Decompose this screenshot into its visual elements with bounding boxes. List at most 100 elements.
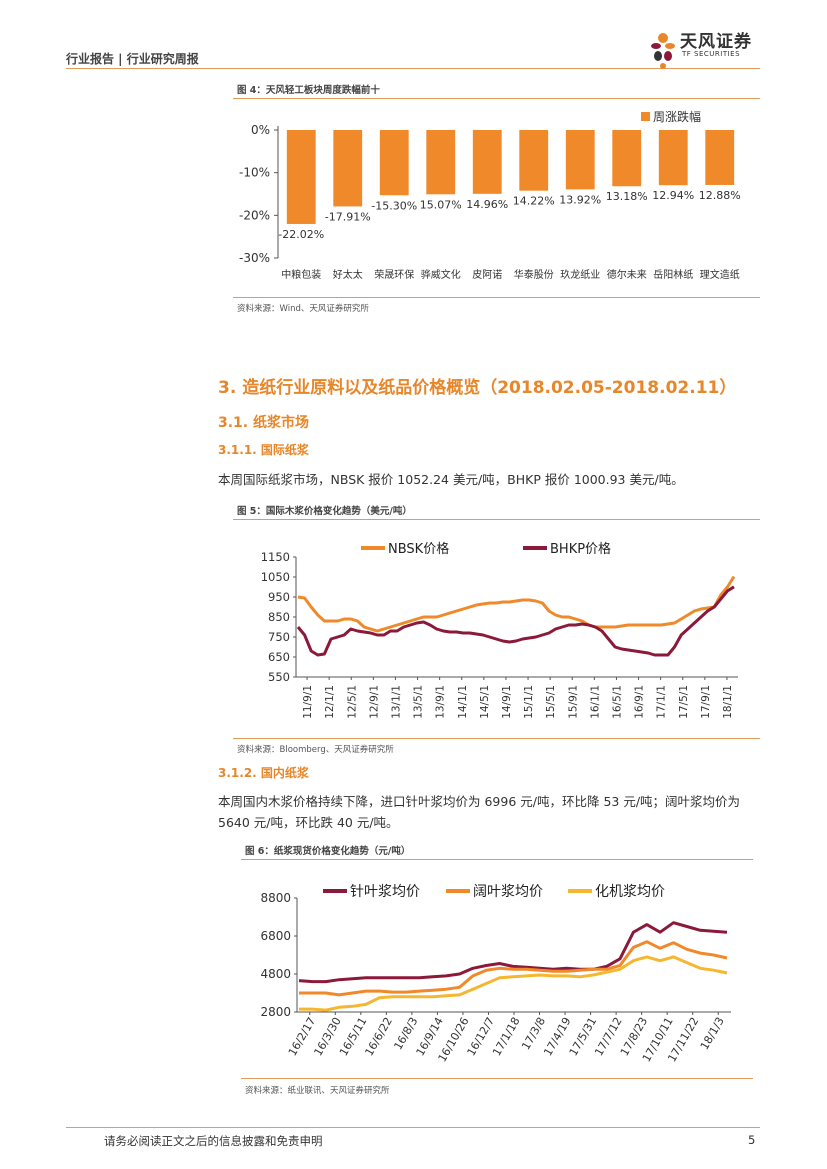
fig4-bottom-rule (233, 297, 760, 298)
fig4-bar-chart: 0% -10% -20% -30% -22.02% 中粮包装 -17.91% 好太太 -15.3… (239, 109, 741, 281)
paragraph-domestic-pulp: 本周国内木浆价格持续下降，进口针叶浆均价为 6996 元/吨，环比降 53 元/… (218, 794, 741, 830)
bar (612, 130, 642, 187)
legend-label: 针叶浆均价 (350, 884, 420, 900)
category-label: 骅威文化 (421, 268, 461, 281)
legend-label: BHKP价格 (550, 541, 611, 557)
fig6-top-rule (241, 859, 753, 860)
x-tick-label: 15/5/1 (545, 685, 557, 719)
x-tick-label: 14/9/1 (501, 685, 513, 719)
y-tick-label: 6800 (260, 929, 291, 943)
y-tick-label: -30% (239, 251, 270, 265)
bar (426, 130, 456, 195)
x-tick-label: 16/1/1 (589, 685, 601, 719)
legend-label: 化机浆均价 (595, 884, 665, 900)
section-3-1-title: 3.1. 纸浆市场 (218, 415, 309, 431)
logo-flower-icon (651, 33, 675, 69)
legend-swatch (641, 112, 650, 121)
x-tick-label: 13/9/1 (435, 685, 447, 719)
x-tick-label: 16/5/1 (611, 685, 623, 719)
fig4-top-rule (233, 98, 760, 99)
x-tick-label: 18/1/1 (722, 685, 734, 719)
y-tick-label: 650 (268, 650, 290, 664)
bar (565, 130, 595, 190)
tf-logo (651, 33, 675, 69)
series-line (299, 955, 728, 1012)
series-line (298, 921, 728, 984)
bar (705, 130, 735, 185)
y-tick-label: 750 (268, 630, 290, 644)
category-label: 德尔未来 (607, 268, 647, 281)
fig4-caption: 图 4：天风轻工板块周度跌幅前十 (237, 85, 380, 96)
y-tick-label: 4800 (260, 967, 291, 981)
x-tick-label: 17/1/1 (656, 685, 668, 719)
paragraph-intl-pulp: 本周国际纸浆市场，NBSK 报价 1052.24 美元/吨，BHKP 报价 10… (218, 472, 684, 487)
x-tick-label: 18/1/3 (698, 1015, 727, 1052)
bar-value-label: -15.30% (371, 199, 417, 212)
y-tick-label: 2800 (260, 1005, 291, 1019)
logo-text-en: TF SECURITIES (682, 50, 741, 58)
fig5-line-chart: 1150 1050 950 850 750 650 550 11/9/1 12/1/1 12/5/… (261, 541, 738, 719)
x-tick-label: 15/1/1 (523, 685, 535, 719)
bar (519, 130, 549, 191)
x-tick-label: 11/9/1 (302, 685, 314, 719)
category-label: 中粮包装 (281, 268, 321, 281)
bar (472, 130, 502, 194)
header-divider (66, 68, 760, 69)
bar-value-label: -17.91% (325, 210, 371, 223)
series-line (299, 940, 728, 997)
fig5-top-rule (233, 519, 760, 520)
category-label: 岳阳林纸 (653, 268, 693, 281)
section-3-1-2-title: 3.1.2. 国内纸浆 (218, 766, 309, 780)
fig6-caption: 图 6：纸浆现货价格变化趋势（元/吨） (245, 846, 411, 857)
page-number: 5 (748, 1133, 756, 1147)
category-label: 皮阿诺 (472, 268, 502, 281)
fig5-source: 资料来源：Bloomberg、天风证券研究所 (237, 745, 394, 755)
bar (379, 130, 409, 196)
x-tick-label: 14/1/1 (457, 685, 469, 719)
category-label: 玖龙纸业 (560, 268, 600, 281)
legend-label: 周涨跌幅 (653, 109, 701, 124)
bar (658, 130, 688, 186)
footer-divider (66, 1127, 760, 1128)
fig6-source: 资料来源：纸业联讯、天风证券研究所 (245, 1086, 390, 1096)
bar-value-label: 12.94% (652, 189, 694, 202)
fig5-caption: 图 5：国际木浆价格变化趋势（美元/吨） (237, 506, 412, 517)
y-tick-label: 850 (268, 610, 290, 624)
category-label: 理文造纸 (700, 268, 740, 281)
bar-value-label: 15.07% (420, 198, 462, 211)
bar (333, 130, 363, 207)
y-tick-label: 0% (251, 123, 270, 137)
x-tick-label: 13/5/1 (413, 685, 425, 719)
footer-disclaimer: 请务必阅读正文之后的信息披露和免责申明 (104, 1134, 323, 1148)
series-line (296, 585, 735, 657)
fig4-source: 资料来源：Wind、天风证券研究所 (237, 304, 369, 314)
y-tick-label: 950 (268, 590, 290, 604)
y-tick-label: -10% (239, 166, 270, 180)
x-tick-label: 14/5/1 (479, 685, 491, 719)
fig5-bottom-rule (233, 738, 760, 739)
x-tick-label: 12/5/1 (346, 685, 358, 719)
x-tick-label: 17/9/1 (700, 685, 712, 719)
x-tick-label: 17/5/1 (678, 685, 690, 719)
category-label: 荣晟环保 (374, 268, 414, 281)
logo-text-cn: 天风证券 (680, 32, 752, 52)
x-tick-label: 12/9/1 (368, 685, 380, 719)
y-tick-label: 1150 (261, 550, 290, 564)
category-label: 华泰股份 (514, 268, 554, 281)
bar-value-label: -22.02% (278, 228, 324, 241)
fig6-line-chart: 880068004800280016/2/1716/3/3016/5/1116/… (260, 884, 731, 1064)
y-tick-label: 1050 (261, 570, 290, 584)
report-header-label: 行业报告 | 行业研究周报 (66, 52, 199, 66)
bar-value-label: 12.88% (699, 189, 741, 202)
bar-value-label: 14.96% (466, 198, 508, 211)
y-tick-label: 550 (268, 670, 290, 684)
bar-value-label: 13.18% (606, 190, 648, 203)
x-tick-label: 12/1/1 (324, 685, 336, 719)
x-tick-label: 15/9/1 (567, 685, 579, 719)
bar (286, 130, 316, 224)
bar-value-label: 13.92% (559, 193, 601, 206)
legend-label: 阔叶浆均价 (473, 884, 543, 900)
y-tick-label: 8800 (260, 891, 291, 905)
section-3-1-1-title: 3.1.1. 国际纸浆 (218, 443, 309, 457)
section-3-title: 3. 造纸行业原料以及纸品价格概览（2018.02.05-2018.02.11） (218, 378, 737, 398)
